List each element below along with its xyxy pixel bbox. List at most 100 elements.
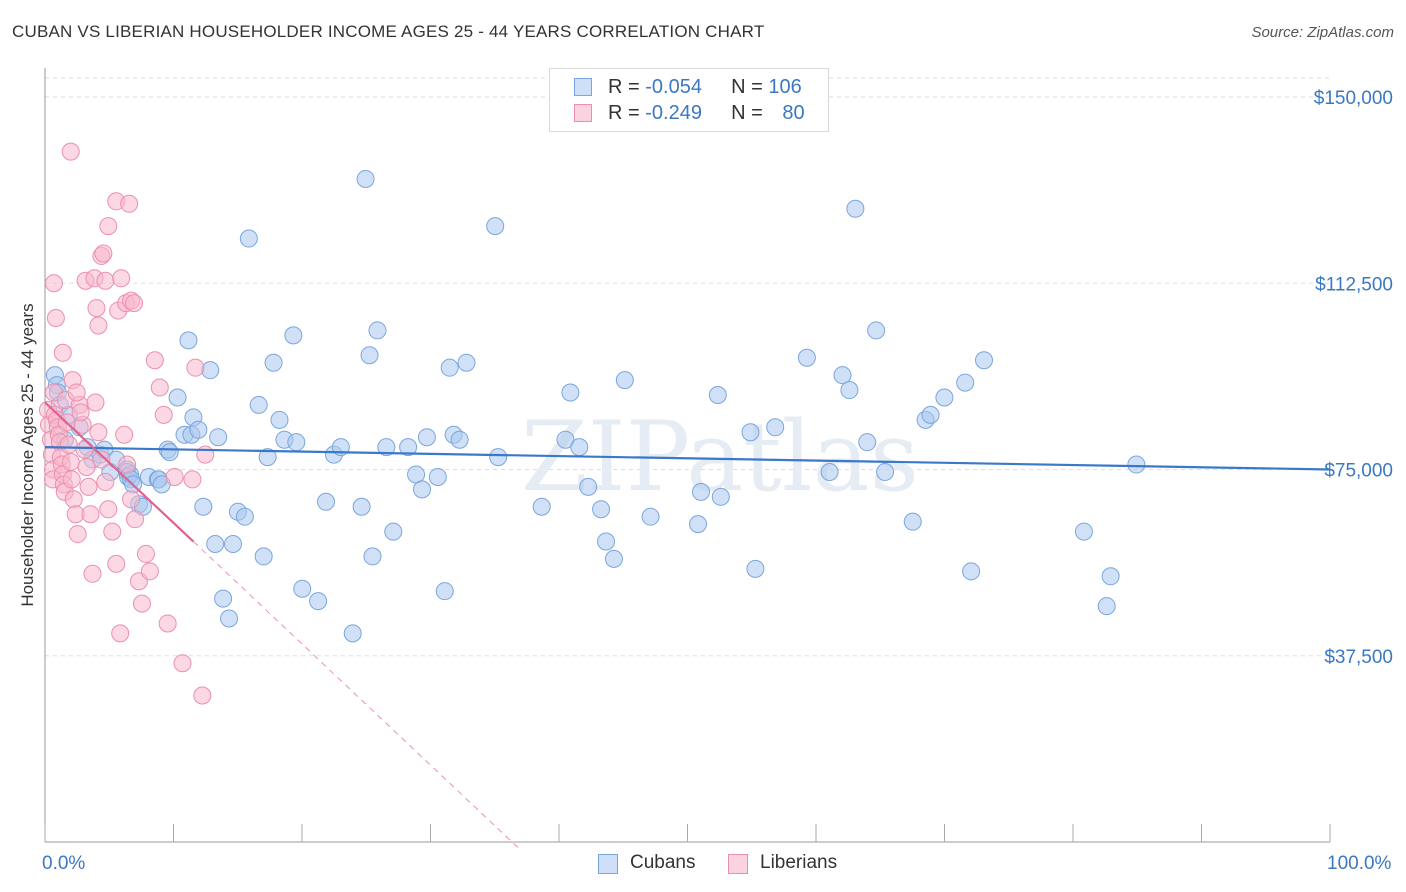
cuban-point [1074,522,1093,541]
r-label: R = [608,102,646,124]
y-tick-label: $37,500 [1324,647,1393,668]
cuban-point [363,547,382,566]
cuban-point [352,497,371,516]
cuban-point [189,420,208,439]
liberian-point [53,343,72,362]
liberian-point [46,309,65,328]
liberians-swatch [574,104,592,122]
cuban-point [377,438,396,457]
series-legend: Cubans Liberians [0,852,1406,878]
liberian-point [150,378,169,397]
cuban-point [270,410,289,429]
liberian-point [118,455,137,474]
cuban-point [689,515,708,534]
liberian-point [111,624,130,643]
cuban-point [284,326,303,345]
liberians-trend-extension [193,541,521,850]
cuban-point [160,443,179,462]
cuban-point [412,480,431,499]
cuban-point [532,497,551,516]
liberian-point [71,403,90,422]
n-label: N = [731,76,769,98]
cuban-point [360,346,379,365]
liberian-point [81,505,100,524]
liberian-point [61,453,80,472]
cuban-point [962,562,981,581]
cuban-point [858,433,877,452]
liberian-point [158,614,177,633]
x-tick-min: 0.0% [42,853,86,874]
cuban-point [746,559,765,578]
liberian-point [186,358,205,377]
cubans-points [45,169,1146,643]
cuban-point [486,217,505,236]
liberian-point [173,654,192,673]
liberian-point [86,393,105,412]
stats-legend: R = -0.054 N = 106 R = -0.249 N = 80 [549,68,829,132]
cuban-point [168,388,187,407]
cuban-point [254,547,273,566]
liberian-point [126,510,145,529]
cuban-point [417,428,436,447]
cuban-point [597,532,616,551]
cubans-trend-line [44,446,1331,471]
cuban-point [604,549,623,568]
liberian-point [64,490,83,509]
source-label: Source: ZipAtlas.com [1251,24,1394,41]
liberian-point [61,142,80,161]
y-tick-label: $150,000 [1314,88,1393,109]
cuban-point [239,229,258,248]
liberian-point [67,383,86,402]
cuban-point [368,321,387,340]
liberians-legend-swatch [728,854,748,874]
cuban-point [440,358,459,377]
liberian-point [89,423,108,442]
cuban-point [1097,597,1116,616]
cuban-point [223,535,242,553]
cuban-point [708,386,727,404]
liberian-point [44,274,63,293]
cuban-point [711,487,730,506]
liberian-point [87,299,106,318]
legend-label-liberians: Liberians [760,852,838,873]
liberian-point [107,554,126,573]
cuban-point [450,430,469,449]
y-tick-label: $112,500 [1315,274,1393,295]
liberian-point [136,544,155,563]
cuban-point [457,353,476,372]
cuban-point [428,467,447,486]
r-label: R = [608,76,646,98]
cuban-point [556,430,575,449]
x-tick-max: 100.0% [1327,853,1392,874]
cuban-point [435,582,454,601]
liberian-point [62,470,81,489]
liberian-point [122,490,141,509]
liberian-point [79,477,98,496]
liberian-point [154,405,173,424]
cuban-point [903,512,922,531]
cuban-point [579,477,598,496]
cubans-swatch [574,78,592,96]
cuban-point [570,438,589,457]
y-tick-label: $75,000 [1324,461,1393,482]
cuban-point [206,535,225,553]
cuban-point [399,438,418,457]
y-tick-labels: $37,500 $75,000 $112,500 $150,000 [1314,88,1393,668]
legend-label-cubans: Cubans [630,852,696,873]
liberian-point [140,562,159,581]
cuban-point [343,624,362,643]
liberian-point [75,440,94,459]
liberian-point [96,271,115,290]
cuban-point [921,405,940,424]
cuban-point [833,366,852,385]
liberian-point [103,522,122,541]
liberian-point [59,435,78,454]
cuban-point [209,428,228,447]
cubans-legend-swatch [598,854,618,874]
liberian-point [94,244,113,263]
liberian-point [99,500,118,519]
n-value: 80 [782,102,805,124]
grid-lines [45,77,1330,657]
cuban-point [384,522,403,541]
